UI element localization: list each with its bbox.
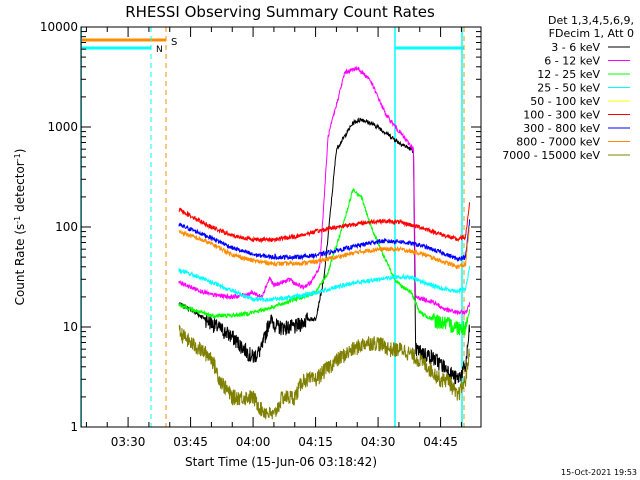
y-label-sup2: -1 — [13, 153, 22, 161]
marker-label-s: S — [171, 37, 177, 48]
legend-label-0: 3 - 6 keV — [551, 41, 600, 54]
time-markers: SN — [156, 37, 177, 55]
x-tick-label-4: 04:30 — [361, 435, 396, 449]
attenuator-bands — [81, 27, 465, 427]
y-label-part2: detector — [13, 161, 27, 216]
legend-label-3: 25 - 50 keV — [537, 82, 600, 95]
y-tick-label-2: 100 — [55, 220, 78, 234]
chart-title: RHESSI Observing Summary Count Rates — [125, 3, 435, 21]
x-tick-label-1: 03:45 — [173, 435, 208, 449]
legend: Det 1,3,4,5,6,9, FDecim 1, Att 0 3 - 6 k… — [502, 14, 634, 162]
x-axis-label: Start Time (15-Jun-06 03:18:42) — [185, 455, 377, 469]
y-tick-label-3: 1000 — [47, 120, 78, 134]
legend-label-1: 6 - 12 keV — [544, 55, 600, 68]
series-line-1 — [178, 65, 471, 316]
legend-label-4: 50 - 100 keV — [530, 95, 600, 108]
y-label-sup1: -1 — [13, 216, 22, 224]
y-axis-label: Count Rate (s-1 detector-1) — [13, 149, 27, 306]
y-tick-label-4: 10000 — [40, 20, 78, 34]
y-tick-label-1: 10 — [63, 320, 78, 334]
y-axis: 1 10 100 1000 10000 — [40, 20, 481, 434]
series-line-2 — [178, 188, 471, 336]
series-line-6 — [178, 219, 471, 262]
x-tick-label-2: 04:00 — [236, 435, 271, 449]
legend-label-5: 100 - 300 keV — [523, 109, 600, 122]
legend-label-6: 300 - 800 keV — [523, 122, 600, 135]
legend-label-7: 800 - 7000 keV — [516, 136, 600, 149]
y-tick-label-0: 1 — [70, 420, 78, 434]
series-line-7 — [178, 226, 470, 270]
legend-header-line2: FDecim 1, Att 0 — [549, 27, 634, 40]
x-tick-label-5: 04:45 — [423, 435, 458, 449]
x-tick-label-0: 03:30 — [111, 435, 146, 449]
legend-label-2: 12 - 25 keV — [537, 68, 600, 81]
series-line-8 — [178, 324, 471, 420]
x-tick-label-3: 04:15 — [298, 435, 333, 449]
marker-label-n: N — [156, 45, 163, 55]
series-line-3 — [178, 266, 471, 303]
timestamp: 15-Oct-2021 19:53 — [561, 468, 637, 477]
series-lines — [178, 65, 471, 420]
series-line-5 — [178, 202, 471, 244]
x-axis: 03:30 03:45 04:00 04:15 04:30 04:45 — [85, 27, 462, 449]
legend-label-8: 7000 - 15000 keV — [502, 149, 600, 162]
y-label-part1: Count Rate (s — [13, 224, 27, 306]
legend-header-line1: Det 1,3,4,5,6,9, — [548, 14, 634, 27]
y-label-part3: ) — [13, 149, 27, 154]
